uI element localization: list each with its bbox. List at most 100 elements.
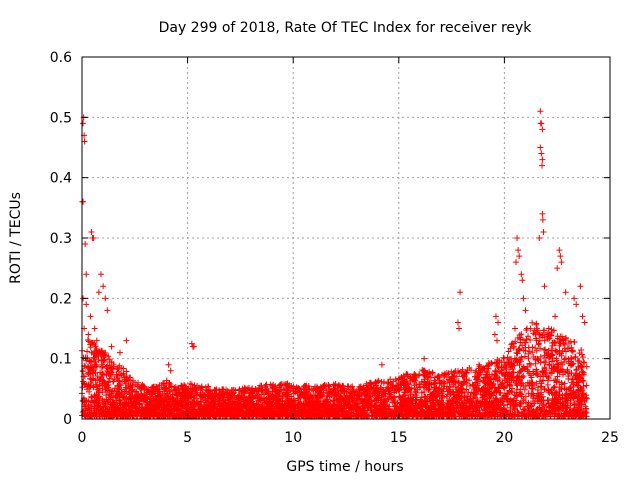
data-point [543,403,550,410]
data-point [139,383,146,390]
data-point [525,333,532,340]
data-point [499,398,506,405]
data-point [440,378,447,385]
data-point [87,344,94,351]
data-point [558,379,565,386]
data-point [84,348,91,355]
data-point [429,370,436,377]
data-point [396,387,403,394]
data-point [565,394,572,401]
data-point [518,400,525,407]
data-point [219,386,226,393]
data-point [98,361,105,368]
data-point [258,386,265,393]
data-point [115,377,122,384]
data-point [443,404,450,411]
data-point [513,381,520,388]
data-point [537,345,544,352]
data-point [385,395,392,402]
data-point [416,384,423,391]
data-point [559,337,566,344]
data-point [253,400,260,407]
data-point [501,372,508,379]
data-point [575,363,582,370]
data-point [301,394,308,401]
data-point [116,400,123,407]
data-point [356,403,363,410]
data-point [523,326,530,333]
data-point [568,370,575,377]
data-point [541,346,548,353]
data-point [372,382,379,389]
data-point [557,367,564,374]
data-point [95,387,102,394]
data-point [493,369,500,376]
data-point [553,357,560,364]
data-point [583,382,590,389]
data-point [504,354,511,361]
data-point [421,389,428,396]
data-point [538,394,545,401]
data-point [581,398,588,405]
data-point [527,336,534,343]
data-point [431,374,438,381]
data-point [127,374,134,381]
data-point [546,389,553,396]
data-point [332,380,339,387]
data-point [358,385,365,392]
data-point [114,374,121,381]
data-point [545,375,552,382]
data-point [504,390,511,397]
data-point [514,408,521,415]
data-point [537,331,544,338]
data-point [84,363,91,370]
data-point [383,386,390,393]
data-point [207,402,214,409]
data-point [254,395,261,402]
data-point [302,398,309,405]
data-point [578,347,585,354]
data-point [549,358,556,365]
data-point [581,359,588,366]
data-point [553,348,560,355]
data-point [123,368,130,375]
data-point [485,386,492,393]
data-point [88,394,95,401]
data-point [434,400,441,407]
data-point [394,403,401,410]
data-point [579,354,586,361]
data-point [452,379,459,386]
data-point [542,411,549,418]
data-point [426,385,433,392]
data-points [79,108,590,420]
data-point [92,381,99,388]
data-point [537,409,544,416]
data-point [462,405,469,412]
data-point [521,353,528,360]
data-point [494,363,501,370]
data-point [481,374,488,381]
data-point [392,376,399,383]
data-point [507,345,514,352]
data-point [138,391,145,398]
data-point [416,371,423,378]
data-point [264,385,271,392]
data-point [293,385,300,392]
data-point [533,368,540,375]
data-point [96,385,103,392]
data-point [513,392,520,399]
data-point [549,395,556,402]
data-point [354,390,361,397]
data-point [509,374,516,381]
data-point [528,385,535,392]
data-point [569,348,576,355]
data-point [525,344,532,351]
data-point [534,396,541,403]
data-point [545,330,552,337]
data-point [93,347,100,354]
data-point [114,364,121,371]
data-point [285,391,292,398]
data-point [538,380,545,387]
data-point [434,373,441,380]
